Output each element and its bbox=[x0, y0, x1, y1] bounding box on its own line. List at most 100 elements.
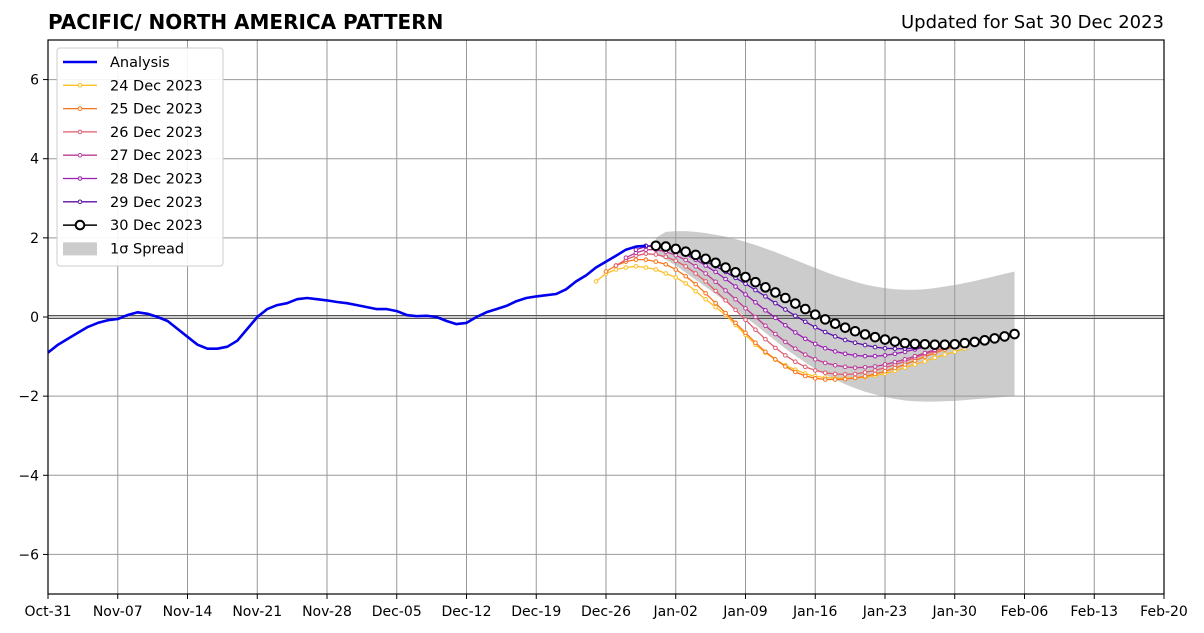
forecast-point bbox=[733, 307, 738, 313]
forecast-point bbox=[832, 362, 838, 368]
forecast-point-latest bbox=[720, 262, 731, 273]
forecast-point-latest bbox=[760, 282, 771, 293]
forecast-point bbox=[743, 292, 748, 297]
forecast-point bbox=[713, 300, 718, 306]
legend-swatch-spread bbox=[63, 242, 97, 256]
forecast-point bbox=[882, 368, 888, 374]
forecast-point bbox=[842, 376, 848, 382]
axis-layer: Oct-31 Nov-07 Nov-14 Nov-21 Nov-28 Dec-05 Dec-… bbox=[18, 39, 1188, 620]
forecast-point bbox=[932, 355, 938, 361]
forecast-point-latest bbox=[959, 337, 971, 349]
forecast-point bbox=[802, 336, 808, 342]
forecast-point bbox=[822, 329, 828, 335]
forecast-line bbox=[615, 253, 945, 376]
forecast-point bbox=[683, 281, 689, 286]
forecast-point bbox=[812, 376, 818, 381]
forecast-point bbox=[633, 257, 639, 262]
forecast-point bbox=[743, 330, 748, 336]
forecast-point bbox=[872, 371, 878, 377]
forecast-point bbox=[922, 359, 928, 364]
forecast-point-latest bbox=[879, 334, 891, 345]
forecast-point bbox=[872, 364, 878, 369]
forecast-point bbox=[793, 346, 798, 351]
legend-marker-forecast bbox=[77, 152, 83, 158]
forecast-point-latest bbox=[989, 333, 1000, 344]
forecast-point-latest bbox=[839, 322, 851, 333]
y-tick-label: −4 bbox=[18, 468, 39, 484]
forecast-point-latest bbox=[790, 298, 801, 309]
forecast-point bbox=[653, 252, 659, 257]
legend-label: 27 Dec 2023 bbox=[110, 148, 203, 164]
forecast-point-latest bbox=[670, 243, 682, 255]
forecast-point bbox=[892, 365, 898, 371]
forecast-point bbox=[902, 357, 908, 362]
forecast-point-latest bbox=[889, 336, 901, 347]
forecast-point bbox=[862, 370, 868, 375]
forecast-point bbox=[812, 324, 818, 330]
x-tick-label: Nov-07 bbox=[93, 604, 143, 620]
forecast-point bbox=[892, 351, 898, 357]
forecast-point bbox=[852, 365, 858, 370]
forecast-point bbox=[703, 279, 708, 284]
x-tick-label: Jan-23 bbox=[862, 604, 907, 620]
series-layer bbox=[47, 240, 1020, 382]
forecast-point bbox=[822, 370, 828, 376]
grid-layer bbox=[47, 40, 1165, 594]
y-tick-label: 2 bbox=[30, 231, 39, 247]
forecast-point-latest bbox=[799, 303, 811, 315]
forecast-point bbox=[882, 362, 888, 367]
y-tick-label: −2 bbox=[18, 389, 39, 405]
forecast-point bbox=[693, 271, 698, 276]
forecast-point bbox=[812, 368, 818, 373]
x-tick-label: Feb-13 bbox=[1070, 604, 1118, 620]
forecast-point-latest bbox=[710, 257, 721, 269]
forecast-point bbox=[852, 375, 858, 381]
forecast-point bbox=[822, 360, 828, 366]
forecast-point bbox=[703, 271, 708, 276]
legend-marker-forecast bbox=[77, 106, 83, 111]
forecast-point bbox=[723, 276, 728, 282]
legend-marker-forecast bbox=[77, 199, 83, 205]
forecast-point bbox=[713, 288, 718, 294]
forecast-point bbox=[743, 281, 748, 287]
forecast-point bbox=[922, 350, 928, 356]
x-tick-label: Nov-14 bbox=[163, 604, 213, 620]
y-tick-label: 6 bbox=[30, 73, 39, 89]
forecast-point bbox=[593, 279, 599, 284]
forecast-point bbox=[793, 330, 798, 335]
x-tick-label: Dec-05 bbox=[372, 604, 422, 620]
forecast-point bbox=[763, 323, 768, 329]
forecast-point bbox=[613, 267, 619, 272]
legend-label: 30 Dec 2023 bbox=[110, 218, 203, 234]
legend-label: 26 Dec 2023 bbox=[110, 125, 203, 141]
forecast-point bbox=[852, 353, 858, 358]
forecast-point bbox=[952, 349, 958, 355]
x-tick-label: Jan-02 bbox=[653, 604, 698, 620]
forecast-point bbox=[753, 300, 758, 305]
forecast-point-latest bbox=[899, 337, 911, 349]
x-tick-label: Jan-09 bbox=[722, 604, 767, 620]
legend-label: 29 Dec 2023 bbox=[110, 195, 203, 211]
chart-title: PACIFIC/ NORTH AMERICA PATTERN bbox=[48, 10, 444, 34]
forecast-point bbox=[862, 342, 868, 348]
x-tick-label: Nov-28 bbox=[302, 604, 352, 620]
forecast-point-latest bbox=[740, 271, 751, 283]
forecast-point-latest bbox=[979, 335, 990, 346]
forecast-point-latest bbox=[859, 329, 871, 340]
forecast-point-latest bbox=[999, 331, 1010, 342]
forecast-point bbox=[713, 269, 718, 275]
forecast-point bbox=[793, 313, 798, 319]
forecast-point-latest bbox=[1009, 328, 1020, 340]
forecast-point bbox=[793, 369, 798, 375]
forecast-point-latest bbox=[650, 240, 662, 252]
forecast-point bbox=[822, 345, 828, 351]
x-tick-label: Jan-16 bbox=[792, 604, 838, 620]
forecast-point bbox=[633, 247, 639, 253]
forecast-point bbox=[743, 317, 748, 323]
legend-label: Analysis bbox=[110, 55, 170, 71]
forecast-point bbox=[872, 368, 878, 373]
forecast-point bbox=[753, 314, 758, 320]
forecast-point-latest bbox=[780, 292, 791, 304]
forecast-point bbox=[673, 258, 679, 264]
forecast-point bbox=[872, 353, 878, 359]
